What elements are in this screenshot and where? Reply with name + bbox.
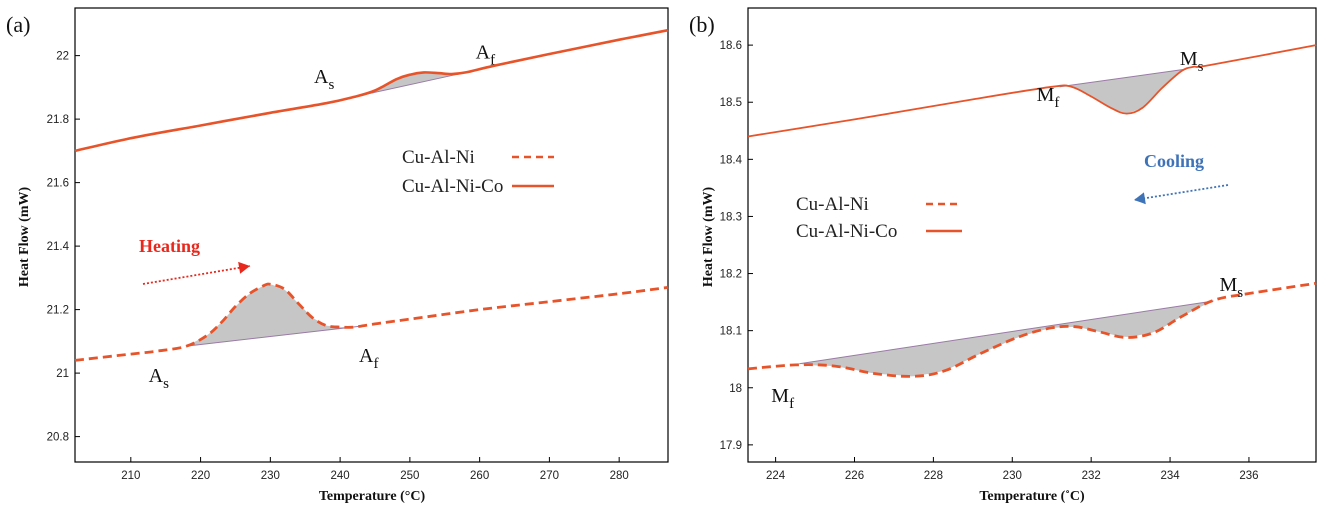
legend-label: Cu-Al-Ni-Co (796, 221, 897, 242)
y-tick-label: 18.2 (720, 269, 742, 281)
peak-area-cu-al-ni-co (1059, 69, 1186, 114)
direction-indicator: Cooling (1133, 151, 1229, 205)
series-line-cu-al-ni (747, 281, 1317, 378)
x-tick-label: 210 (121, 470, 140, 482)
x-tick-label: 230 (1003, 470, 1022, 482)
x-tick-label: 230 (261, 470, 280, 482)
y-tick-label: 21.4 (47, 241, 70, 253)
panel-label: (a) (6, 12, 30, 37)
x-axis-title: Temperature (˚C) (979, 489, 1085, 504)
y-tick-label: 18.1 (720, 326, 742, 338)
peak-area-cu-al-ni (799, 301, 1214, 377)
x-tick-label: 236 (1239, 470, 1258, 482)
transition-label-af: Af (359, 345, 378, 372)
x-tick-label: 270 (540, 470, 559, 482)
chart-panel-a: 210 220 230 240 250 260 270 280 20.8 21 21.2 21.4 21… (6, 7, 669, 504)
x-axis-title: Temperature (°C) (319, 489, 426, 504)
legend-label: Cu-Al-Ni (402, 147, 475, 168)
y-tick-label: 21.8 (47, 114, 69, 126)
x-tick-label: 240 (331, 470, 350, 482)
transition-label-af: Af (476, 41, 495, 68)
x-tick-label: 228 (924, 470, 943, 482)
y-axis-title: Heat Flow (mW) (701, 187, 716, 288)
transition-label-ms: Ms (1180, 48, 1204, 75)
y-tick-label: 18.6 (720, 40, 742, 52)
y-tick-label: 21 (56, 368, 69, 380)
y-tick-label: 18.3 (720, 211, 742, 223)
legend: Cu-Al-Ni Cu-Al-Ni-Co (796, 194, 962, 242)
direction-arrow-shaft (1133, 184, 1229, 201)
direction-arrow-shaft (142, 265, 251, 285)
y-tick-label: 17.9 (720, 440, 742, 452)
direction-arrow-head (1134, 192, 1146, 205)
x-tick-label: 220 (191, 470, 210, 482)
x-tick-label: 260 (470, 470, 489, 482)
direction-arrow-head (238, 261, 250, 274)
peak-area-cu-al-ni (186, 284, 361, 347)
x-tick-label: 280 (610, 470, 629, 482)
x-tick-label: 234 (1160, 470, 1180, 482)
legend-label: Cu-Al-Ni-Co (402, 176, 503, 197)
y-tick-label: 21.6 (47, 178, 69, 190)
y-tick-label: 18.4 (720, 154, 743, 166)
peak-baseline (799, 300, 1214, 365)
transition-label-mf: Mf (771, 385, 794, 412)
plot-frame (747, 7, 1317, 463)
y-tick-label: 18.5 (720, 97, 742, 109)
transition-label-ms: Ms (1219, 274, 1243, 301)
transition-label-as: As (149, 365, 169, 392)
chart-panel-b: 224 226 228 230 232 234 236 17.9 18 18.1 18.2 18.3 1… (689, 7, 1317, 504)
x-tick-label: 250 (400, 470, 419, 482)
y-axis-title: Heat Flow (mW) (17, 187, 32, 288)
x-tick-label: 224 (766, 470, 786, 482)
transition-label-mf: Mf (1037, 84, 1060, 111)
series-line-cu-al-ni (74, 282, 669, 362)
direction-label: Heating (139, 236, 200, 256)
peak-baseline (186, 325, 362, 347)
series-line-cu-al-ni-co (747, 44, 1317, 138)
peak-baseline (1059, 68, 1186, 88)
y-tick-label: 18 (729, 383, 742, 395)
y-tick-label: 20.8 (47, 432, 69, 444)
transition-label-as: As (314, 66, 334, 93)
x-tick-label: 226 (845, 470, 864, 482)
x-tick-label: 232 (1082, 470, 1101, 482)
panel-label: (b) (689, 12, 715, 37)
plot-frame (74, 7, 669, 463)
direction-label: Cooling (1144, 151, 1204, 171)
y-tick-label: 22 (56, 51, 69, 63)
legend: Cu-Al-Ni Cu-Al-Ni-Co (402, 147, 554, 197)
y-tick-label: 21.2 (47, 305, 69, 317)
direction-indicator: Heating (139, 236, 251, 285)
series-line-cu-al-ni-co (74, 28, 669, 153)
legend-label: Cu-Al-Ni (796, 194, 869, 215)
